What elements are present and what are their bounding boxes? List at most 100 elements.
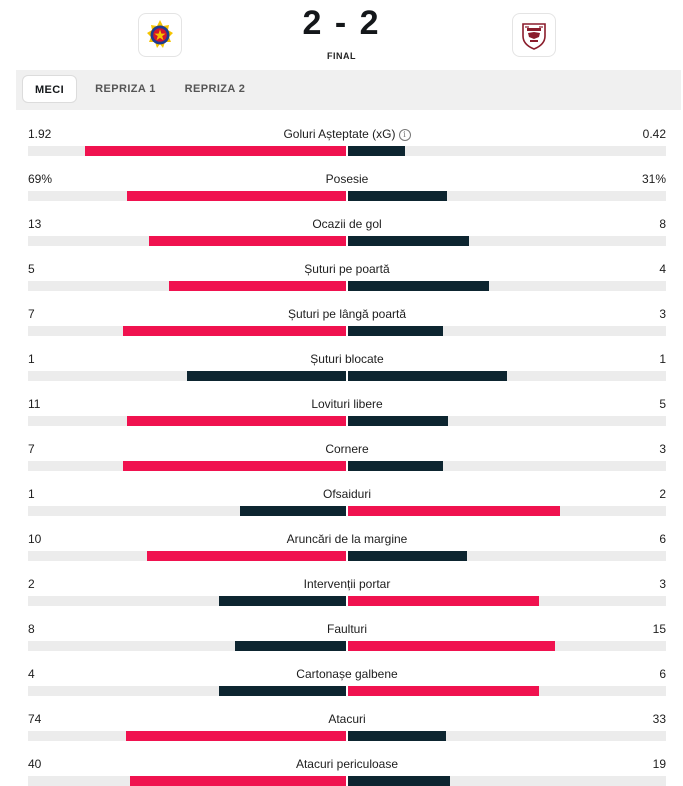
home-stat-bar xyxy=(126,191,346,201)
tab-meci[interactable]: MECI xyxy=(22,75,77,103)
match-status: FINAL xyxy=(327,51,356,61)
home-stat-bar xyxy=(187,371,346,381)
stat-label-text: Ocazii de gol xyxy=(312,217,382,231)
home-stat-track xyxy=(28,326,346,336)
stat-row: 4 Cartonașe galbene 6 xyxy=(0,653,683,698)
home-stat-track xyxy=(28,551,346,561)
stat-row: 2 Intervenții portar 3 xyxy=(0,563,683,608)
stat-label: Șuturi pe lângă poartă xyxy=(0,307,683,321)
tab-repriza-1[interactable]: REPRIZA 1 xyxy=(95,83,156,95)
stat-label-text: Intervenții portar xyxy=(303,577,391,591)
home-team-logo[interactable] xyxy=(138,13,182,57)
away-stat-track xyxy=(348,416,666,426)
stat-row: 74 Atacuri 33 xyxy=(0,698,683,743)
home-stat-bar xyxy=(127,416,346,426)
stat-row: 69% Posesie 31% xyxy=(0,158,683,203)
home-stat-value: 11 xyxy=(28,397,41,411)
stat-label: Ocazii de gol xyxy=(0,217,683,231)
home-stat-bar xyxy=(218,596,346,606)
home-stat-bar xyxy=(123,326,346,336)
away-stat-value: 31% xyxy=(641,172,666,186)
stat-label-text: Atacuri periculoase xyxy=(295,757,399,771)
period-tabs: MECI REPRIZA 1 REPRIZA 2 xyxy=(16,70,681,110)
home-stat-bar xyxy=(125,731,346,741)
stat-row: 11 Lovituri libere 5 xyxy=(0,383,683,428)
stat-row: 1.92 Goluri Așteptate (xG) i 0.42 xyxy=(0,113,683,158)
away-stat-track xyxy=(348,281,666,291)
away-stat-track xyxy=(348,596,666,606)
away-stat-track xyxy=(348,461,666,471)
info-icon[interactable]: i xyxy=(398,129,411,141)
home-stat-track xyxy=(28,371,346,381)
away-stat-bar xyxy=(348,596,539,606)
away-stat-value: 1 xyxy=(659,352,666,366)
away-stat-bar xyxy=(348,506,561,516)
home-stat-value: 10 xyxy=(28,532,42,546)
home-stat-track xyxy=(28,596,346,606)
away-stat-value: 15 xyxy=(652,622,666,636)
home-stat-bar xyxy=(218,686,346,696)
away-stat-value: 3 xyxy=(659,307,666,321)
away-stat-value: 3 xyxy=(659,577,666,591)
stat-row: 10 Aruncări de la margine 6 xyxy=(0,518,683,563)
stat-label: Faulturi xyxy=(0,622,683,636)
stat-label: Cornere xyxy=(0,442,683,456)
away-stat-bar xyxy=(348,551,468,561)
away-stat-bar xyxy=(348,191,447,201)
stat-label-text: Cartonașe galbene xyxy=(296,667,398,681)
home-stat-track xyxy=(28,641,346,651)
away-stat-value: 0.42 xyxy=(642,127,666,141)
away-stat-track xyxy=(348,146,666,156)
home-stat-value: 7 xyxy=(28,442,35,456)
home-stat-value: 2 xyxy=(28,577,35,591)
away-stat-track xyxy=(348,506,666,516)
fcsb-crest-icon xyxy=(147,20,173,48)
home-stat-value: 8 xyxy=(28,622,35,636)
away-stat-bar xyxy=(348,146,405,156)
away-stat-track xyxy=(348,551,666,561)
stat-label-text: Goluri Așteptate (xG) xyxy=(283,127,396,141)
stat-label-text: Aruncări de la margine xyxy=(286,532,408,546)
away-stat-value: 3 xyxy=(659,442,666,456)
stat-label-text: Faulturi xyxy=(326,622,367,636)
away-stat-bar xyxy=(348,326,444,336)
away-stat-track xyxy=(348,776,666,786)
stat-label-text: Cornere xyxy=(325,442,369,456)
stat-label: Intervenții portar xyxy=(0,577,683,591)
away-stat-track xyxy=(348,326,666,336)
stat-label-text: Șuturi pe poartă xyxy=(304,262,390,276)
home-stat-track xyxy=(28,146,346,156)
home-stat-value: 7 xyxy=(28,307,35,321)
home-stat-value: 1 xyxy=(28,352,35,366)
tab-repriza-2[interactable]: REPRIZA 2 xyxy=(184,83,246,95)
home-stat-bar xyxy=(149,236,346,246)
away-stat-track xyxy=(348,641,666,651)
stat-row: 7 Cornere 3 xyxy=(0,428,683,473)
stat-label: Cartonașe galbene xyxy=(0,667,683,681)
stats-list: 1.92 Goluri Așteptate (xG) i 0.42 69% Posesie… xyxy=(0,113,683,786)
stat-row: 13 Ocazii de gol 8 xyxy=(0,203,683,248)
stat-label: Atacuri xyxy=(0,712,683,726)
home-stat-bar xyxy=(169,281,346,291)
away-stat-track xyxy=(348,686,666,696)
match-score: 2 - 2 xyxy=(302,4,381,42)
away-team-logo[interactable] xyxy=(512,13,556,57)
stat-label: Șuturi pe poartă xyxy=(0,262,683,276)
home-stat-track xyxy=(28,686,346,696)
home-stat-value: 69% xyxy=(28,172,53,186)
home-stat-value: 1.92 xyxy=(28,127,52,141)
stat-row: 1 Ofsaiduri 2 xyxy=(0,473,683,518)
home-stat-track xyxy=(28,506,346,516)
stat-row: 1 Șuturi blocate 1 xyxy=(0,338,683,383)
home-stat-value: 4 xyxy=(28,667,35,681)
home-stat-track xyxy=(28,281,346,291)
home-stat-track xyxy=(28,191,346,201)
stat-label-text: Șuturi blocate xyxy=(310,352,384,366)
stat-label-text: Ofsaiduri xyxy=(322,487,372,501)
home-stat-bar xyxy=(84,146,346,156)
home-stat-value: 1 xyxy=(28,487,35,501)
stat-label: Goluri Așteptate (xG) i xyxy=(0,127,683,141)
stat-label: Atacuri periculoase xyxy=(0,757,683,771)
away-stat-value: 5 xyxy=(659,397,666,411)
home-stat-bar xyxy=(235,641,346,651)
